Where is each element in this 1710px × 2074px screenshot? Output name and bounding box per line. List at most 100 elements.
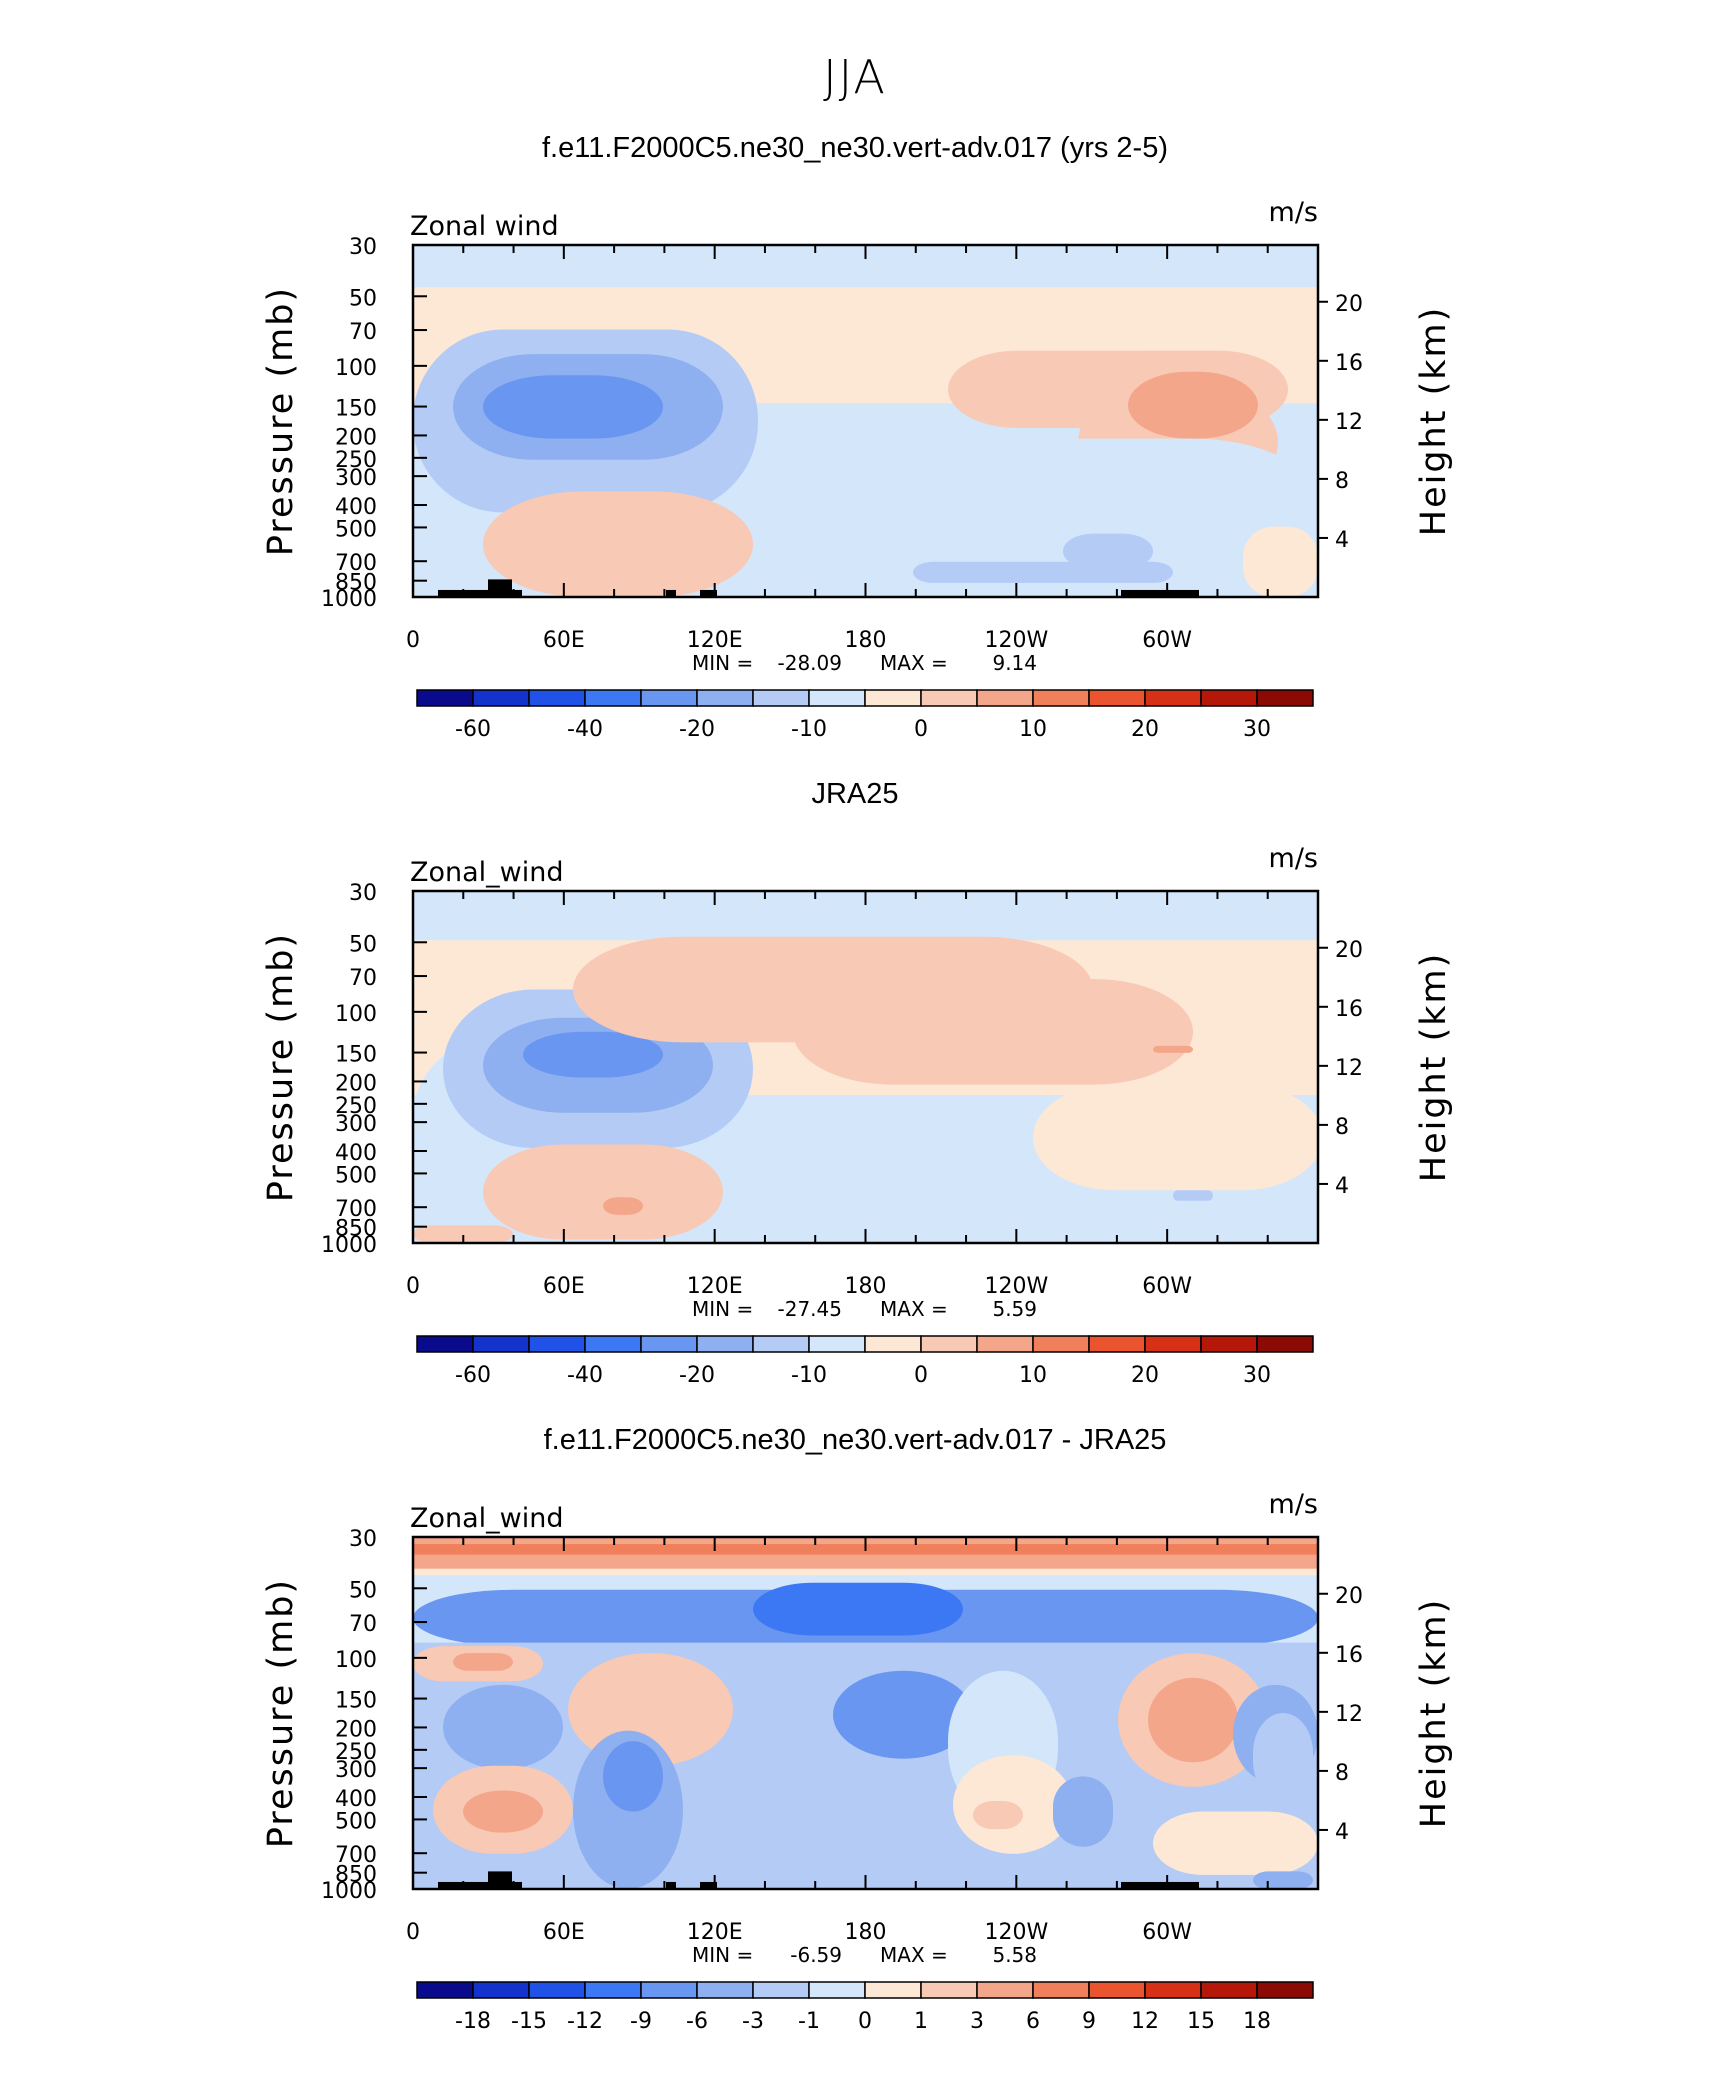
colorbar-box xyxy=(920,689,978,707)
lon-tick-label: 120E xyxy=(687,628,743,653)
colorbar-label: 10 xyxy=(1019,1363,1047,1388)
contour-region xyxy=(413,1568,1318,1576)
contour-region xyxy=(1173,1190,1213,1201)
lon-tick-label: 180 xyxy=(845,1920,887,1945)
pressure-tick-label: 50 xyxy=(349,286,377,311)
pressure-tick-label: 50 xyxy=(349,1578,377,1603)
height-tick-label: 4 xyxy=(1335,1820,1349,1845)
pressure-tick-label: 250 xyxy=(335,1740,377,1765)
land-mask xyxy=(666,1881,676,1889)
colorbar-label: -9 xyxy=(630,2009,652,2034)
height-tick-label: 16 xyxy=(1335,997,1363,1022)
min-value: -27.45 xyxy=(778,1297,842,1321)
contour-region xyxy=(833,1670,973,1759)
panel-1: Zonal wind m/s305070100150200250300400500… xyxy=(261,197,1454,742)
colorbar-box xyxy=(584,1981,642,1999)
colorbar-box xyxy=(1144,689,1202,707)
min-value: -6.59 xyxy=(790,1943,842,1967)
land-mask xyxy=(1121,589,1199,597)
colorbar-box xyxy=(1088,1335,1146,1353)
colorbar-box xyxy=(416,1981,474,1999)
contour-region xyxy=(1033,1084,1318,1191)
height-axis-label: Height (km) xyxy=(1414,1598,1454,1829)
height-tick-label: 4 xyxy=(1335,528,1349,553)
contour-region xyxy=(883,438,1313,555)
contour-region xyxy=(1128,371,1258,439)
contour-field xyxy=(413,245,1318,597)
min-label: MIN = xyxy=(692,651,753,675)
pressure-axis-label: Pressure (mb) xyxy=(261,1578,301,1848)
lon-tick-label: 120W xyxy=(984,1920,1048,1945)
colorbar-box xyxy=(640,1981,698,1999)
height-tick-label: 4 xyxy=(1335,1174,1349,1199)
colorbar-label: 0 xyxy=(858,2009,872,2034)
contour-region xyxy=(753,1582,963,1636)
lon-tick-label: 180 xyxy=(845,1274,887,1299)
height-tick-label: 8 xyxy=(1335,1761,1349,1786)
pressure-tick-label: 400 xyxy=(335,495,377,520)
colorbar-box xyxy=(1256,1981,1314,1999)
land-mask xyxy=(700,1881,717,1889)
colorbar-label: 6 xyxy=(1026,2009,1040,2034)
colorbar: -60 -40 -20 -10 0 10 20 30 xyxy=(416,689,1314,742)
contour-region xyxy=(453,1653,513,1671)
contour-region xyxy=(1153,1045,1193,1053)
contour-region xyxy=(1243,526,1318,597)
colorbar-box xyxy=(976,689,1034,707)
pressure-tick-label: 700 xyxy=(335,1843,377,1868)
variable-label: Zonal_wind xyxy=(410,857,564,888)
colorbar-box xyxy=(808,689,866,707)
colorbar-box xyxy=(920,1981,978,1999)
colorbar-label: -10 xyxy=(791,717,827,742)
colorbar-box xyxy=(976,1335,1034,1353)
pressure-tick-label: 30 xyxy=(349,881,377,906)
max-value: 9.14 xyxy=(992,651,1037,675)
height-tick-label: 16 xyxy=(1335,351,1363,376)
lon-tick-label: 60E xyxy=(543,1920,585,1945)
lon-tick-label: 60W xyxy=(1142,1920,1192,1945)
colorbar-box xyxy=(808,1981,866,1999)
pressure-tick-label: 300 xyxy=(335,1758,377,1783)
colorbar-label: -1 xyxy=(798,2009,820,2034)
height-tick-label: 20 xyxy=(1335,938,1363,963)
colorbar-box xyxy=(416,1335,474,1353)
contour-region xyxy=(443,1684,563,1770)
pressure-tick-label: 150 xyxy=(335,397,377,422)
land-mask xyxy=(488,1871,512,1889)
pressure-tick-label: 70 xyxy=(349,320,377,345)
contour-region xyxy=(603,1741,663,1812)
colorbar-box xyxy=(1144,1335,1202,1353)
height-tick-label: 12 xyxy=(1335,1056,1363,1081)
min-value: -28.09 xyxy=(778,651,842,675)
contour-region xyxy=(1153,1811,1318,1875)
pressure-tick-label: 150 xyxy=(335,1689,377,1714)
colorbar-box xyxy=(752,1335,810,1353)
contour-region xyxy=(1253,1713,1313,1801)
panel-3: Zonal_wind m/s305070100150200250300400500… xyxy=(261,1489,1454,2034)
colorbar-label: 18 xyxy=(1243,2009,1271,2034)
contour-region xyxy=(463,1790,543,1833)
min-label: MIN = xyxy=(692,1297,753,1321)
colorbar-label: 30 xyxy=(1243,1363,1271,1388)
panel-2: Zonal_wind m/s305070100150200250300400500… xyxy=(261,843,1454,1388)
lon-tick-label: 180 xyxy=(845,628,887,653)
pressure-tick-label: 100 xyxy=(335,356,377,381)
land-mask xyxy=(1121,1881,1199,1889)
colorbar-box xyxy=(584,1335,642,1353)
colorbar-box xyxy=(528,1335,586,1353)
max-label: MAX = xyxy=(880,1943,948,1967)
colorbar-box xyxy=(920,1335,978,1353)
colorbar-label: 3 xyxy=(970,2009,984,2034)
colorbar-box xyxy=(1256,1335,1314,1353)
colorbar: -60 -40 -20 -10 0 10 20 30 xyxy=(416,1335,1314,1388)
pressure-tick-label: 200 xyxy=(335,425,377,450)
colorbar-label: -3 xyxy=(742,2009,764,2034)
colorbar-box xyxy=(416,689,474,707)
units-label: m/s xyxy=(1269,197,1318,228)
pressure-tick-label: 700 xyxy=(335,1197,377,1222)
contour-region xyxy=(603,1197,643,1215)
units-label: m/s xyxy=(1269,843,1318,874)
colorbar-box xyxy=(1200,1335,1258,1353)
variable-label: Zonal wind xyxy=(410,211,559,242)
